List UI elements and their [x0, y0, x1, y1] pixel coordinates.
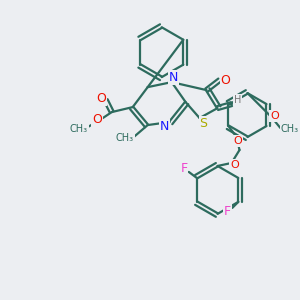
Text: CH₃: CH₃: [116, 133, 134, 143]
Text: CH₃: CH₃: [70, 124, 88, 134]
Text: F: F: [180, 163, 188, 176]
Text: F: F: [224, 206, 231, 218]
Text: O: O: [220, 74, 230, 87]
Text: O: O: [233, 136, 242, 146]
Text: CH₃: CH₃: [280, 124, 298, 134]
Text: O: O: [96, 92, 106, 105]
Text: O: O: [230, 160, 239, 170]
Text: N: N: [160, 119, 169, 133]
Text: H: H: [234, 95, 241, 105]
Text: N: N: [169, 70, 178, 84]
Text: S: S: [200, 117, 208, 130]
Text: O: O: [92, 112, 102, 126]
Text: O: O: [270, 111, 279, 121]
